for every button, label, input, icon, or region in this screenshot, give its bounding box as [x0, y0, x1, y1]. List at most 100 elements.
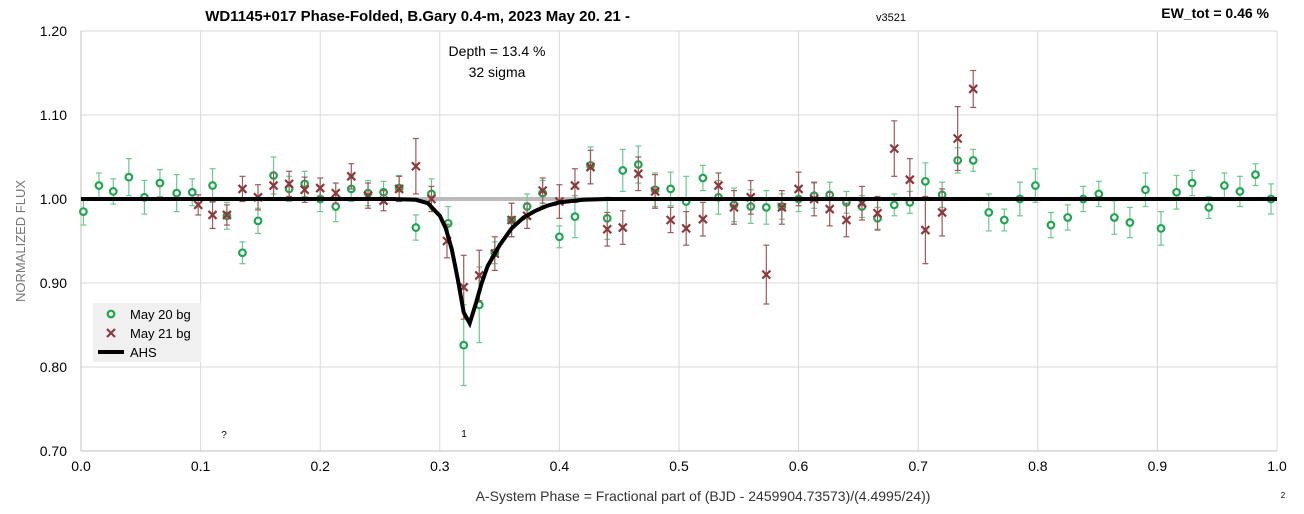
data-point-may20 — [1251, 163, 1260, 187]
circle-marker — [1204, 202, 1214, 212]
data-point-may21 — [937, 188, 947, 237]
x-marker — [633, 169, 644, 179]
x-marker — [193, 200, 203, 210]
corner-mark: 2 — [1281, 491, 1286, 500]
circle-marker — [1125, 218, 1135, 227]
data-point-may20 — [253, 207, 263, 235]
data-point-may21 — [920, 195, 931, 265]
x-marker — [937, 207, 947, 218]
data-point-may20 — [238, 241, 247, 265]
circle-marker — [761, 202, 771, 212]
x-axis-label: A-System Phase = Fractional part of (BJD… — [476, 488, 931, 504]
circle-marker — [1235, 187, 1245, 196]
chart-title-version: v3521 — [876, 12, 906, 24]
data-point-may20 — [1046, 211, 1056, 239]
data-point-may21 — [411, 137, 421, 195]
x-tick-label: 0.6 — [789, 458, 809, 474]
y-tick-label: 0.80 — [40, 359, 67, 375]
data-point-may21 — [346, 163, 357, 190]
x-tick-label: 0.1 — [191, 458, 211, 474]
circle-marker — [1141, 185, 1150, 195]
legend-marker-circle — [106, 309, 116, 319]
x-marker — [777, 202, 787, 213]
x-marker — [207, 210, 218, 220]
data-point-may21 — [889, 120, 900, 177]
data-point-may20 — [1031, 168, 1040, 203]
x-marker — [889, 143, 900, 154]
data-point-may21 — [222, 204, 232, 226]
x-marker — [650, 186, 660, 197]
circle-marker — [208, 181, 217, 190]
x-tick-label: 0.9 — [1148, 458, 1168, 474]
x-tick-label: 0.7 — [908, 458, 928, 474]
circle-marker — [984, 208, 994, 217]
data-point-may21 — [665, 206, 676, 234]
marker-question: ? — [221, 430, 227, 441]
data-point-may21 — [905, 158, 915, 202]
data-point-may20 — [1156, 211, 1166, 246]
data-point-may20 — [411, 214, 421, 241]
circle-marker — [968, 155, 978, 165]
data-point-may21 — [633, 156, 644, 192]
data-point-may20 — [968, 148, 978, 172]
data-point-may21 — [968, 69, 978, 109]
x-marker — [346, 171, 357, 182]
x-marker — [665, 215, 676, 225]
legend-label-may20: May 20 bg — [130, 307, 191, 322]
circle-marker — [331, 202, 341, 211]
data-point-may21 — [537, 177, 548, 204]
x-marker — [920, 225, 931, 235]
x-marker — [537, 185, 548, 196]
circle-marker — [187, 187, 197, 197]
x-marker — [268, 180, 279, 191]
x-marker — [841, 215, 852, 225]
circle-marker — [920, 176, 930, 186]
data-point-may20 — [1063, 204, 1073, 231]
x-marker — [952, 133, 963, 144]
data-point-may20 — [618, 148, 628, 193]
x-marker — [330, 188, 341, 198]
data-point-may21 — [207, 200, 218, 229]
data-point-may21 — [585, 149, 596, 185]
x-marker — [315, 183, 325, 193]
x-marker — [222, 210, 232, 220]
circle-marker — [459, 340, 469, 350]
legend: May 20 bg May 21 bg AHS — [93, 303, 201, 362]
data-point-may21 — [841, 202, 852, 238]
data-point-may20 — [208, 168, 217, 203]
x-marker — [411, 161, 421, 172]
data-point-may21 — [698, 201, 708, 237]
circle-marker — [1156, 223, 1166, 233]
data-point-may20 — [187, 178, 197, 207]
sigma-annotation: 32 sigma — [469, 64, 526, 80]
legend-item-ahs: AHS — [98, 345, 157, 360]
data-point-may20 — [555, 225, 564, 249]
circle-marker — [1063, 213, 1073, 222]
data-point-may21 — [952, 105, 963, 172]
y-tick-label: 1.20 — [40, 23, 67, 39]
circle-marker — [238, 248, 247, 258]
y-tick-label: 1.10 — [40, 107, 67, 123]
y-tick-label: 1.00 — [40, 191, 67, 207]
legend-label-may21: May 21 bg — [130, 326, 191, 341]
x-tick-label: 0.3 — [430, 458, 450, 474]
x-marker — [681, 223, 691, 234]
chart-title: WD1145+017 Phase-Folded, B.Gary 0.4-m, 2… — [205, 8, 630, 25]
x-marker — [570, 180, 580, 191]
x-marker — [968, 84, 978, 94]
circle-marker — [666, 184, 676, 194]
data-point-may21 — [315, 177, 325, 199]
depth-annotation: Depth = 13.4 % — [449, 43, 546, 59]
x-marker — [872, 208, 883, 219]
data-point-may20 — [78, 197, 88, 226]
circle-marker — [253, 216, 263, 226]
circle-marker — [1109, 213, 1119, 222]
data-point-may20 — [1109, 200, 1119, 235]
data-point-may20 — [1125, 206, 1135, 239]
circle-marker — [94, 181, 104, 190]
x-marker — [905, 174, 915, 185]
legend-item-may21: May 21 bg — [106, 326, 191, 341]
data-point-may20 — [155, 169, 165, 198]
y-tick-label: 0.90 — [40, 275, 67, 291]
y-axis-label: NORMALIZED FLUX — [13, 180, 28, 302]
